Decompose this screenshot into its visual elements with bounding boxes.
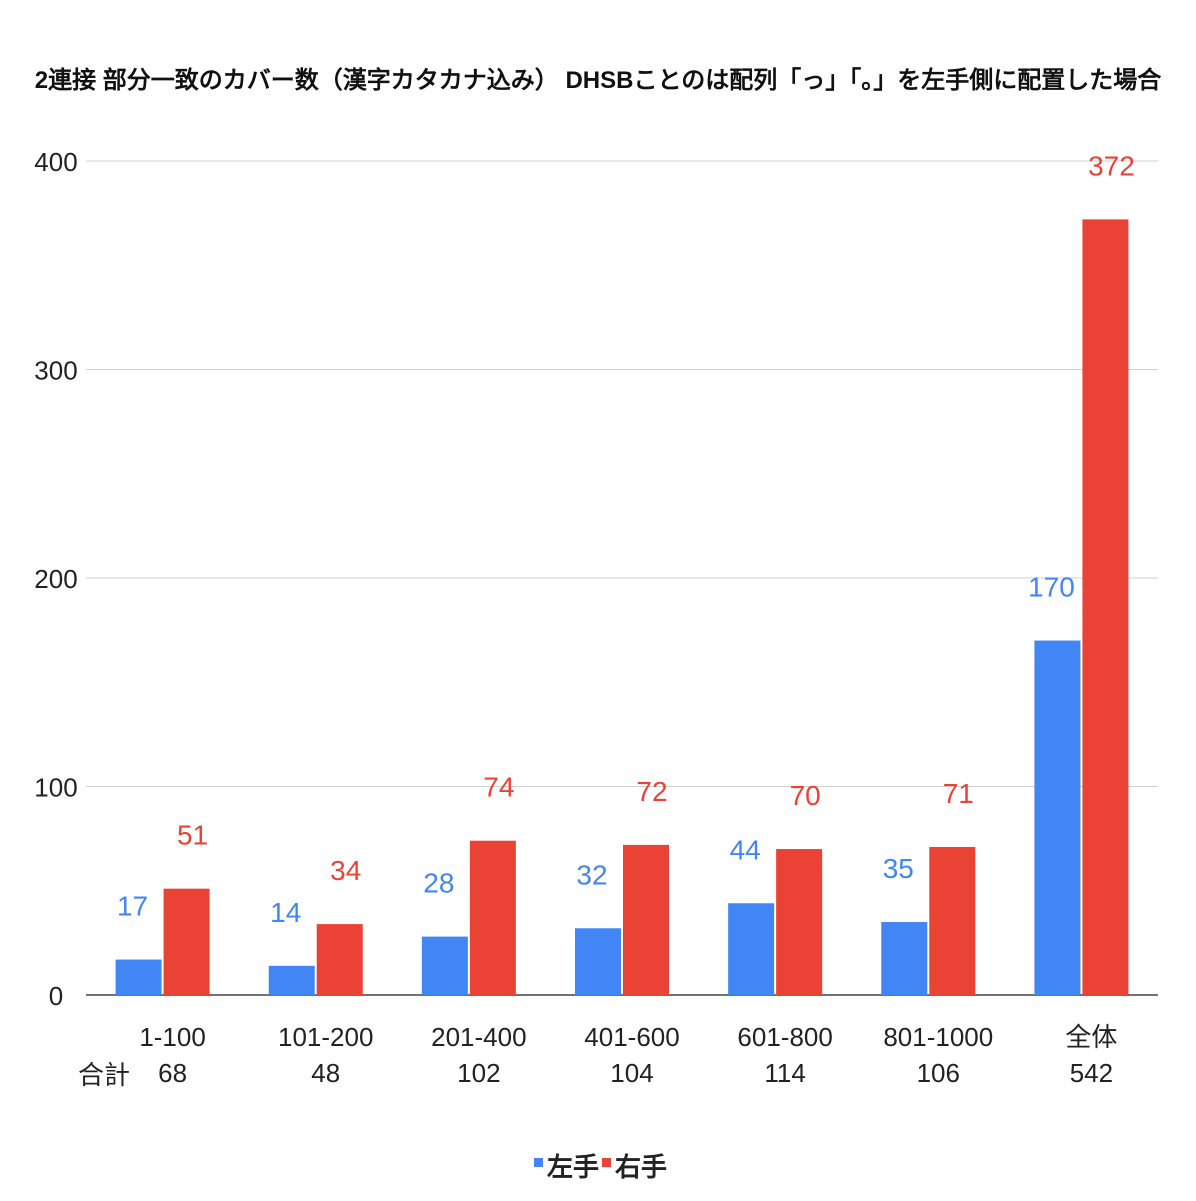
bar-right-hand bbox=[316, 924, 363, 995]
bar-left-hand bbox=[728, 903, 775, 995]
x-tick-label: 全体 bbox=[1065, 1022, 1117, 1052]
bar-right-hand bbox=[623, 844, 669, 995]
bar-right-hand bbox=[1082, 219, 1129, 995]
x-tick-label: 1-100 bbox=[139, 1022, 206, 1052]
y-tick-label: 0 bbox=[49, 981, 63, 1011]
legend-label: 右手 bbox=[615, 1152, 667, 1182]
bar-right-hand bbox=[469, 840, 516, 995]
legend: 左手 右手 bbox=[534, 1152, 667, 1182]
total-value: 102 bbox=[457, 1058, 500, 1088]
x-axis: 合計 1-100 68 101-200 48 201-400 102 401-600 104 6… bbox=[78, 1022, 1117, 1090]
legend-swatch bbox=[602, 1158, 611, 1167]
chart-title: 2連接 部分一致のカバー数（漢字カタカナ込み） DHSBことのは配列「っ」「。」… bbox=[35, 66, 1162, 94]
grid-layer: 0 100 200 300 400 bbox=[34, 147, 1158, 1011]
data-label: 14 bbox=[270, 897, 301, 928]
data-label: 70 bbox=[790, 780, 821, 811]
x-tick-label: 201-400 bbox=[431, 1022, 526, 1052]
data-label: 28 bbox=[423, 868, 454, 899]
bar-left-hand bbox=[1034, 640, 1081, 995]
total-value: 542 bbox=[1070, 1058, 1113, 1088]
total-value: 104 bbox=[610, 1058, 653, 1088]
bar-left-hand bbox=[421, 936, 468, 995]
data-label: 71 bbox=[943, 778, 974, 809]
data-label: 35 bbox=[883, 853, 914, 884]
y-tick-label: 100 bbox=[34, 773, 77, 803]
bar-left-hand bbox=[115, 959, 162, 995]
bar-left-hand bbox=[881, 922, 928, 995]
bar-left-hand bbox=[268, 965, 315, 995]
data-label: 17 bbox=[117, 891, 148, 922]
data-label: 34 bbox=[330, 855, 361, 886]
total-value: 48 bbox=[311, 1058, 340, 1088]
total-value: 68 bbox=[158, 1058, 187, 1088]
data-label: 32 bbox=[576, 859, 607, 890]
data-label: 74 bbox=[483, 772, 514, 803]
bar-left-hand bbox=[575, 928, 621, 995]
data-label: 170 bbox=[1028, 572, 1075, 603]
data-label: 72 bbox=[636, 776, 667, 807]
totals-row-label: 合計 bbox=[78, 1060, 130, 1090]
data-label: 372 bbox=[1088, 150, 1135, 181]
y-tick-label: 300 bbox=[34, 356, 77, 386]
x-tick-label: 101-200 bbox=[278, 1022, 373, 1052]
total-value: 106 bbox=[917, 1058, 960, 1088]
data-label: 44 bbox=[730, 834, 761, 865]
legend-swatch bbox=[534, 1158, 543, 1167]
bar-right-hand bbox=[163, 888, 210, 995]
bar-right-hand bbox=[929, 846, 976, 995]
legend-label: 左手 bbox=[547, 1152, 599, 1182]
y-tick-label: 200 bbox=[34, 564, 77, 594]
data-label: 51 bbox=[177, 820, 208, 851]
bar-right-hand bbox=[776, 849, 823, 995]
bars-layer bbox=[115, 219, 1129, 995]
total-value: 114 bbox=[764, 1058, 805, 1088]
x-tick-label: 401-600 bbox=[584, 1022, 679, 1052]
data-labels-layer: 17 51 14 34 28 74 32 72 44 70 35 71 170 372 bbox=[117, 150, 1135, 927]
x-tick-label: 801-1000 bbox=[883, 1022, 993, 1052]
y-tick-label: 400 bbox=[34, 147, 77, 177]
x-tick-label: 601-800 bbox=[737, 1022, 832, 1052]
